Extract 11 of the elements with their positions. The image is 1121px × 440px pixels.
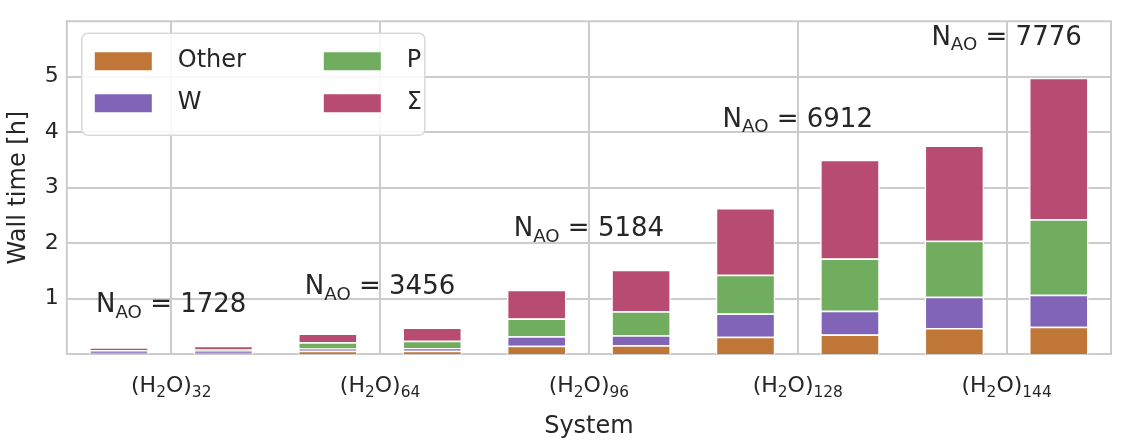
y-axis-title: Wall time [h] xyxy=(2,110,31,265)
y-tick-label: 1 xyxy=(44,284,59,310)
y-tick-label: 5 xyxy=(44,62,59,88)
legend-label: P xyxy=(406,45,422,74)
y-tick-label: 4 xyxy=(44,117,59,143)
y-tick-label: 2 xyxy=(44,228,59,254)
x-axis-title: System xyxy=(544,411,634,440)
legend-label: W xyxy=(177,87,202,116)
legend-label: Σ xyxy=(406,87,422,116)
y-tick-label: 3 xyxy=(44,173,59,199)
legend-label: Other xyxy=(177,45,247,74)
